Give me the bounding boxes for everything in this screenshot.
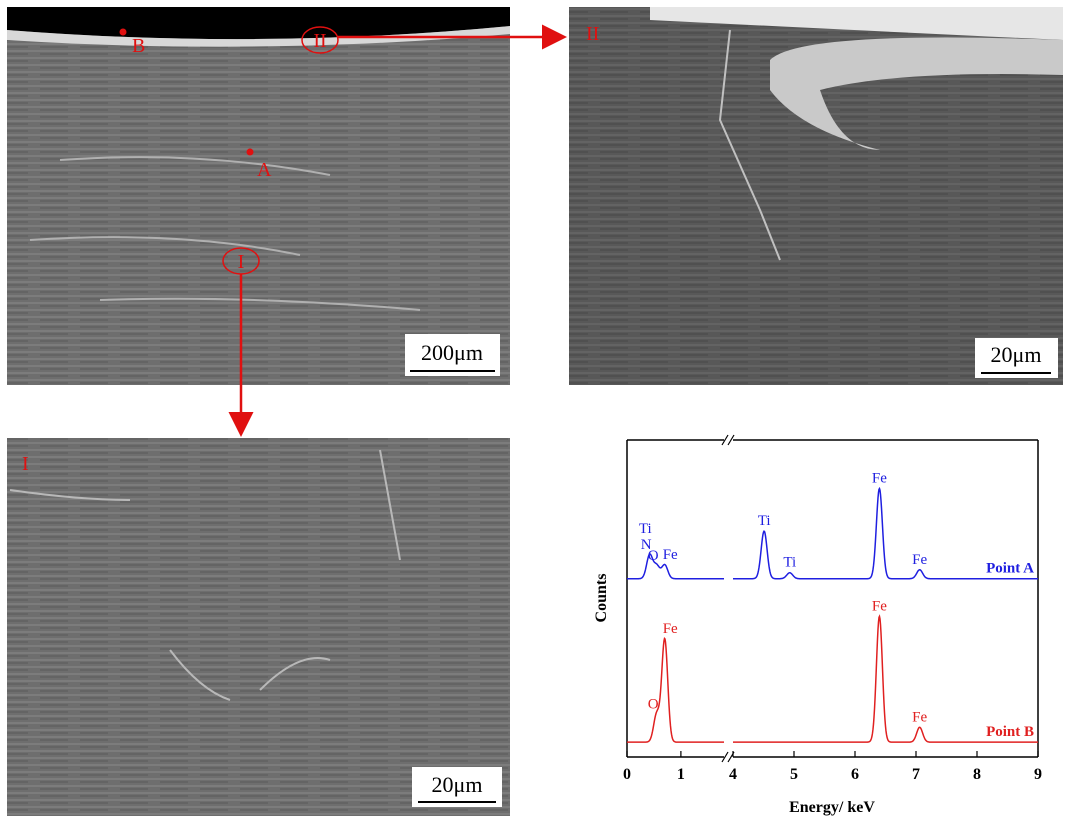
sem-overview: B A II I 200μm <box>7 7 567 437</box>
x-tick-label: 5 <box>790 766 798 783</box>
y-axis-label: Counts <box>593 574 610 623</box>
axis-break <box>721 434 729 446</box>
scale-bar-label: 20μm <box>991 342 1042 367</box>
spectrum-line <box>733 486 1038 580</box>
region-label: II <box>313 30 326 52</box>
scale-bar-label: 20μm <box>432 772 483 797</box>
x-tick-label: 1 <box>677 766 685 783</box>
peak-label: Fe <box>663 547 678 563</box>
peak-label: Ti <box>758 513 771 529</box>
spectrum-line <box>733 614 1038 743</box>
peak-label: Fe <box>912 709 927 725</box>
scale-bar-label: 200μm <box>421 340 483 365</box>
axis-break <box>727 434 735 446</box>
series-label: Point A <box>986 561 1034 577</box>
x-tick-label: 8 <box>973 766 981 783</box>
marker-label: A <box>257 159 272 181</box>
peak-label: O <box>648 696 659 712</box>
sem-region-i: I 20μm <box>7 438 510 816</box>
x-tick-label: 7 <box>912 766 920 783</box>
marker-label: B <box>132 35 145 57</box>
x-axis-label: Energy/ keV <box>789 799 875 816</box>
spectrum-line <box>627 637 724 743</box>
spectrum-line <box>627 553 724 580</box>
peak-label: Ti <box>783 555 796 571</box>
x-tick-label: 6 <box>851 766 859 783</box>
peak-label: Ti <box>639 521 652 537</box>
peak-label: N <box>641 537 652 553</box>
panel-label: I <box>22 453 29 475</box>
region-label: I <box>238 251 245 273</box>
axis-break <box>721 751 729 763</box>
x-tick-label: 4 <box>729 766 737 783</box>
peak-label: Fe <box>912 552 927 568</box>
peak-label: O <box>648 548 659 564</box>
peak-label: Fe <box>663 621 678 637</box>
peak-label: Fe <box>872 471 887 487</box>
series-label: Point B <box>986 724 1034 740</box>
peak-label: Fe <box>872 598 887 614</box>
sem-region-ii: II 20μm <box>569 7 1063 385</box>
panel-label: II <box>586 23 599 45</box>
x-tick-label: 9 <box>1034 766 1042 783</box>
x-tick-label: 0 <box>623 766 631 783</box>
